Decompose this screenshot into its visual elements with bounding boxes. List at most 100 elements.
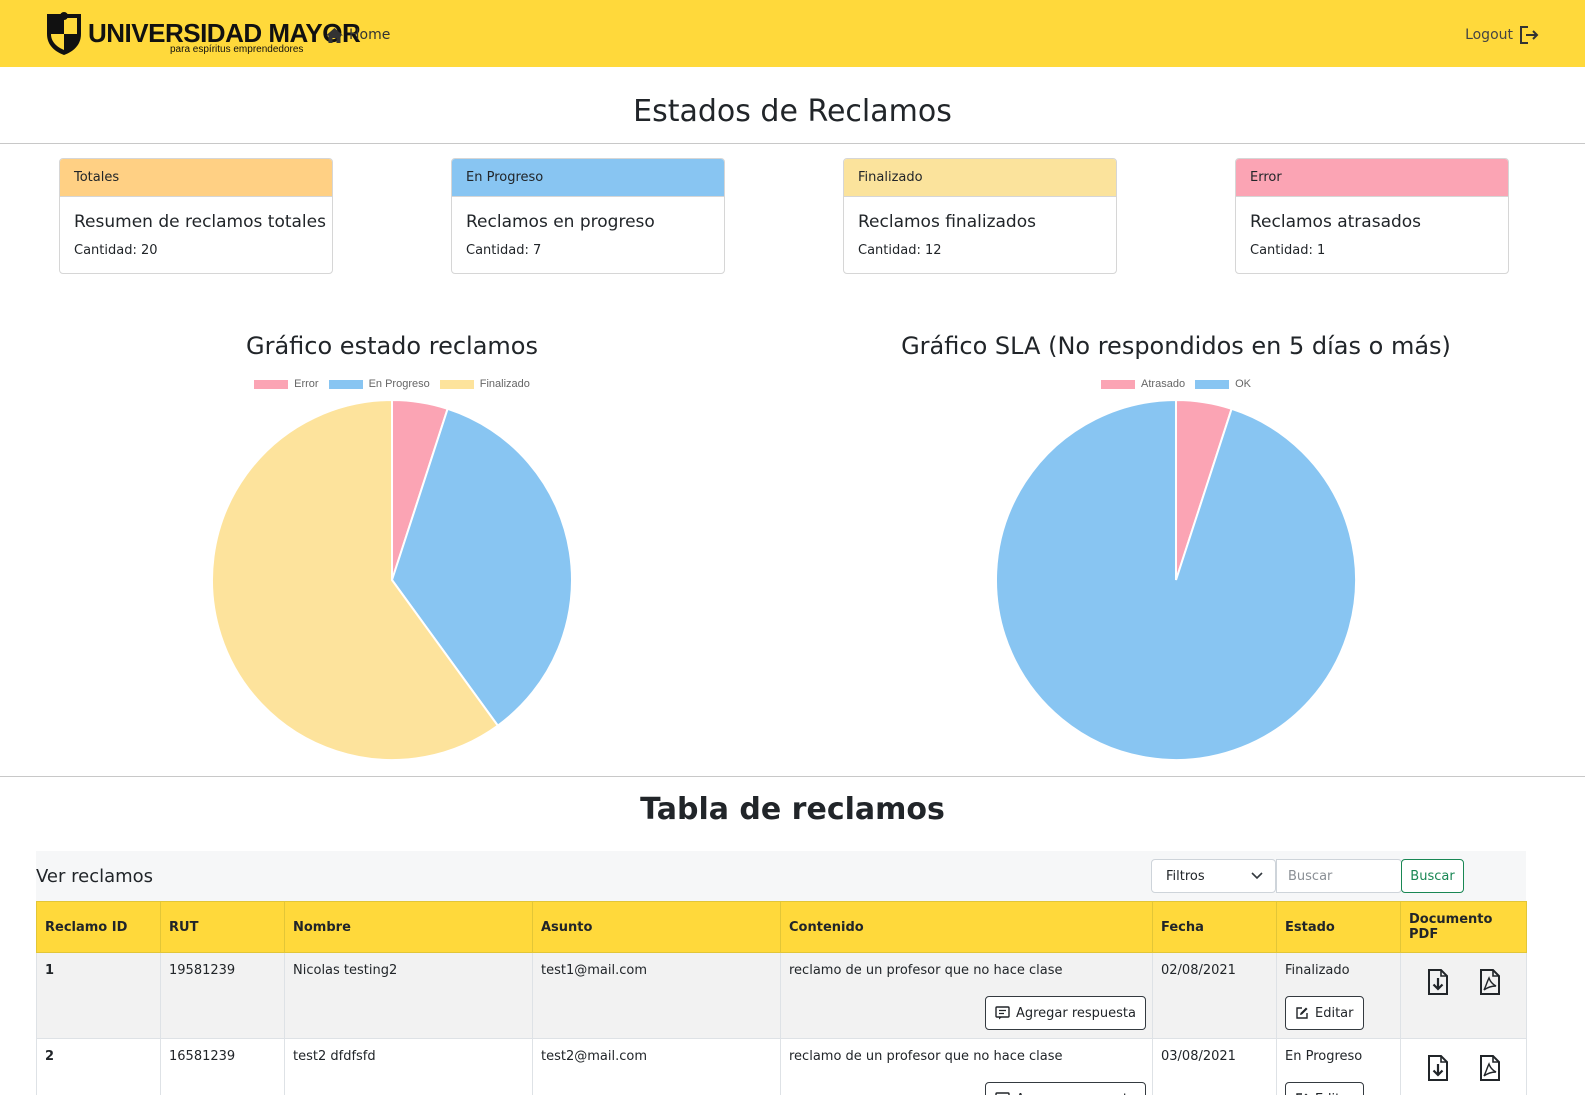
cell-contenido: reclamo de un profesor que no hace clase… [780,1038,1153,1095]
column-header[interactable]: Estado [1276,901,1401,953]
card-title: Reclamos en progreso [466,212,655,232]
cell-nombre: test2 dfdfsfd [284,1038,533,1095]
comment-icon [995,1092,1010,1095]
edit-label: Editar [1315,1092,1354,1095]
pie-chart-estado [211,398,573,761]
filter-select[interactable]: Filtros [1151,859,1276,893]
pie-slice-ok[interactable] [995,398,1357,761]
card-header: En Progreso [452,159,724,197]
chart-legend: Atrasado OK [786,378,1566,390]
university-logo[interactable]: UNIVERSIDAD MAYOR para espíritus emprend… [44,10,361,58]
legend-label: En Progreso [368,378,430,390]
add-response-button[interactable]: Agregar respuesta [984,996,1146,1030]
edit-button[interactable]: Editar [1285,996,1364,1030]
contenido-text: reclamo de un profesor que no hace clase [789,963,1063,978]
chevron-down-icon [1251,872,1263,880]
logout-icon [1520,26,1539,44]
legend-label: Error [294,378,319,390]
legend-label: Finalizado [479,378,530,390]
navbar: UNIVERSIDAD MAYOR para espíritus emprend… [0,0,1585,67]
divider [0,776,1585,777]
chart-title: Gráfico estado reclamos [246,332,538,360]
pie-slice-finalizado[interactable] [211,398,500,761]
pie-slice-en-progreso[interactable] [390,407,573,728]
card-title: Reclamos atrasados [1250,212,1422,232]
legend-swatch [439,379,474,389]
column-header[interactable]: Contenido [780,901,1153,953]
card-count: Cantidad: 20 [74,243,158,258]
crest-icon [47,12,81,55]
download-file-icon[interactable] [1427,969,1449,995]
cell-rut: 16581239 [160,1038,285,1095]
nav-home-label: Home [349,27,391,43]
legend-label: Atrasado [1141,378,1186,390]
nav-home-link[interactable]: Home [326,24,390,46]
card-count: Cantidad: 7 [466,243,542,258]
table-row: 2 16581239 test2 dfdfsfd test2@mail.com … [36,1038,1527,1095]
legend-item[interactable]: OK [1195,378,1251,390]
table-title: Tabla de reclamos [640,792,945,827]
chart-estado-reclamos: Gráfico estado reclamos Error En Progreso… [2,332,782,772]
legend-item[interactable]: En Progreso [328,378,430,390]
column-header[interactable]: Fecha [1152,901,1277,953]
search-input[interactable] [1276,859,1402,893]
column-header[interactable]: RUT [160,901,285,953]
add-response-label: Agregar respuesta [1016,1092,1136,1095]
legend-swatch [1101,379,1136,389]
card-totales: Totales Resumen de reclamos totales Cant… [59,158,333,274]
pdf-file-icon[interactable] [1479,1055,1501,1081]
add-response-button[interactable]: Agregar respuesta [984,1082,1146,1095]
cell-estado: Finalizado Editar [1276,952,1401,1039]
card-header: Totales [60,159,332,197]
cell-asunto: test2@mail.com [532,1038,781,1095]
cell-id: 1 [36,952,161,1039]
contenido-text: reclamo de un profesor que no hace clase [789,1049,1063,1064]
home-icon [326,27,343,43]
cell-pdf [1400,952,1527,1039]
legend-item[interactable]: Error [254,378,319,390]
card-count: Cantidad: 12 [858,243,942,258]
cell-id: 2 [36,1038,161,1095]
download-file-icon[interactable] [1427,1055,1449,1081]
search-button[interactable]: Buscar [1401,859,1464,893]
card-error: Error Reclamos atrasados Cantidad: 1 [1235,158,1509,274]
edit-icon [1296,1007,1308,1019]
add-response-label: Agregar respuesta [1015,1005,1136,1021]
column-header[interactable]: Reclamo ID [36,901,161,953]
reclamos-table: Reclamo ID RUT Nombre Asunto Contenido F… [36,901,1527,1095]
legend-label: OK [1235,378,1251,390]
card-header: Error [1236,159,1508,197]
page-title: Estados de Reclamos [633,94,952,129]
column-header[interactable]: Documento PDF [1400,901,1527,953]
brand-tagline: para espíritus emprendedores [170,44,304,55]
chart-legend: Error En Progreso Finalizado [2,378,782,390]
column-header[interactable]: Nombre [284,901,533,953]
card-count: Cantidad: 1 [1250,243,1326,258]
edit-button[interactable]: Editar [1285,1082,1364,1095]
card-header: Finalizado [844,159,1116,197]
cell-rut: 19581239 [160,952,285,1039]
cell-estado: En Progreso Editar [1276,1038,1401,1095]
edit-label: Editar [1315,1005,1354,1021]
legend-item[interactable]: Finalizado [439,378,530,390]
logout-link[interactable]: Logout [1465,24,1539,46]
toolbar-label: Ver reclamos [36,866,154,887]
legend-item[interactable]: Atrasado [1101,378,1185,390]
table-header-row: Reclamo ID RUT Nombre Asunto Contenido F… [36,901,1527,953]
table-row: 1 19581239 Nicolas testing2 test1@mail.c… [36,952,1527,1039]
estado-text: Finalizado [1285,963,1350,978]
brand-name: UNIVERSIDAD MAYOR [88,18,361,48]
cell-fecha: 03/08/2021 [1152,1038,1277,1095]
chart-title: Gráfico SLA (No respondidos en 5 días o … [901,332,1451,360]
table-toolbar: Ver reclamos Filtros Buscar [36,851,1526,901]
cell-pdf [1400,1038,1527,1095]
logout-label: Logout [1465,27,1513,43]
legend-swatch [254,379,289,389]
chart-sla: Gráfico SLA (No respondidos en 5 días o … [786,332,1566,772]
estado-text: En Progreso [1285,1049,1363,1064]
divider [0,143,1585,144]
column-header[interactable]: Asunto [532,901,781,953]
pdf-file-icon[interactable] [1479,969,1501,995]
card-title: Reclamos finalizados [858,212,1036,232]
cell-asunto: test1@mail.com [532,952,781,1039]
